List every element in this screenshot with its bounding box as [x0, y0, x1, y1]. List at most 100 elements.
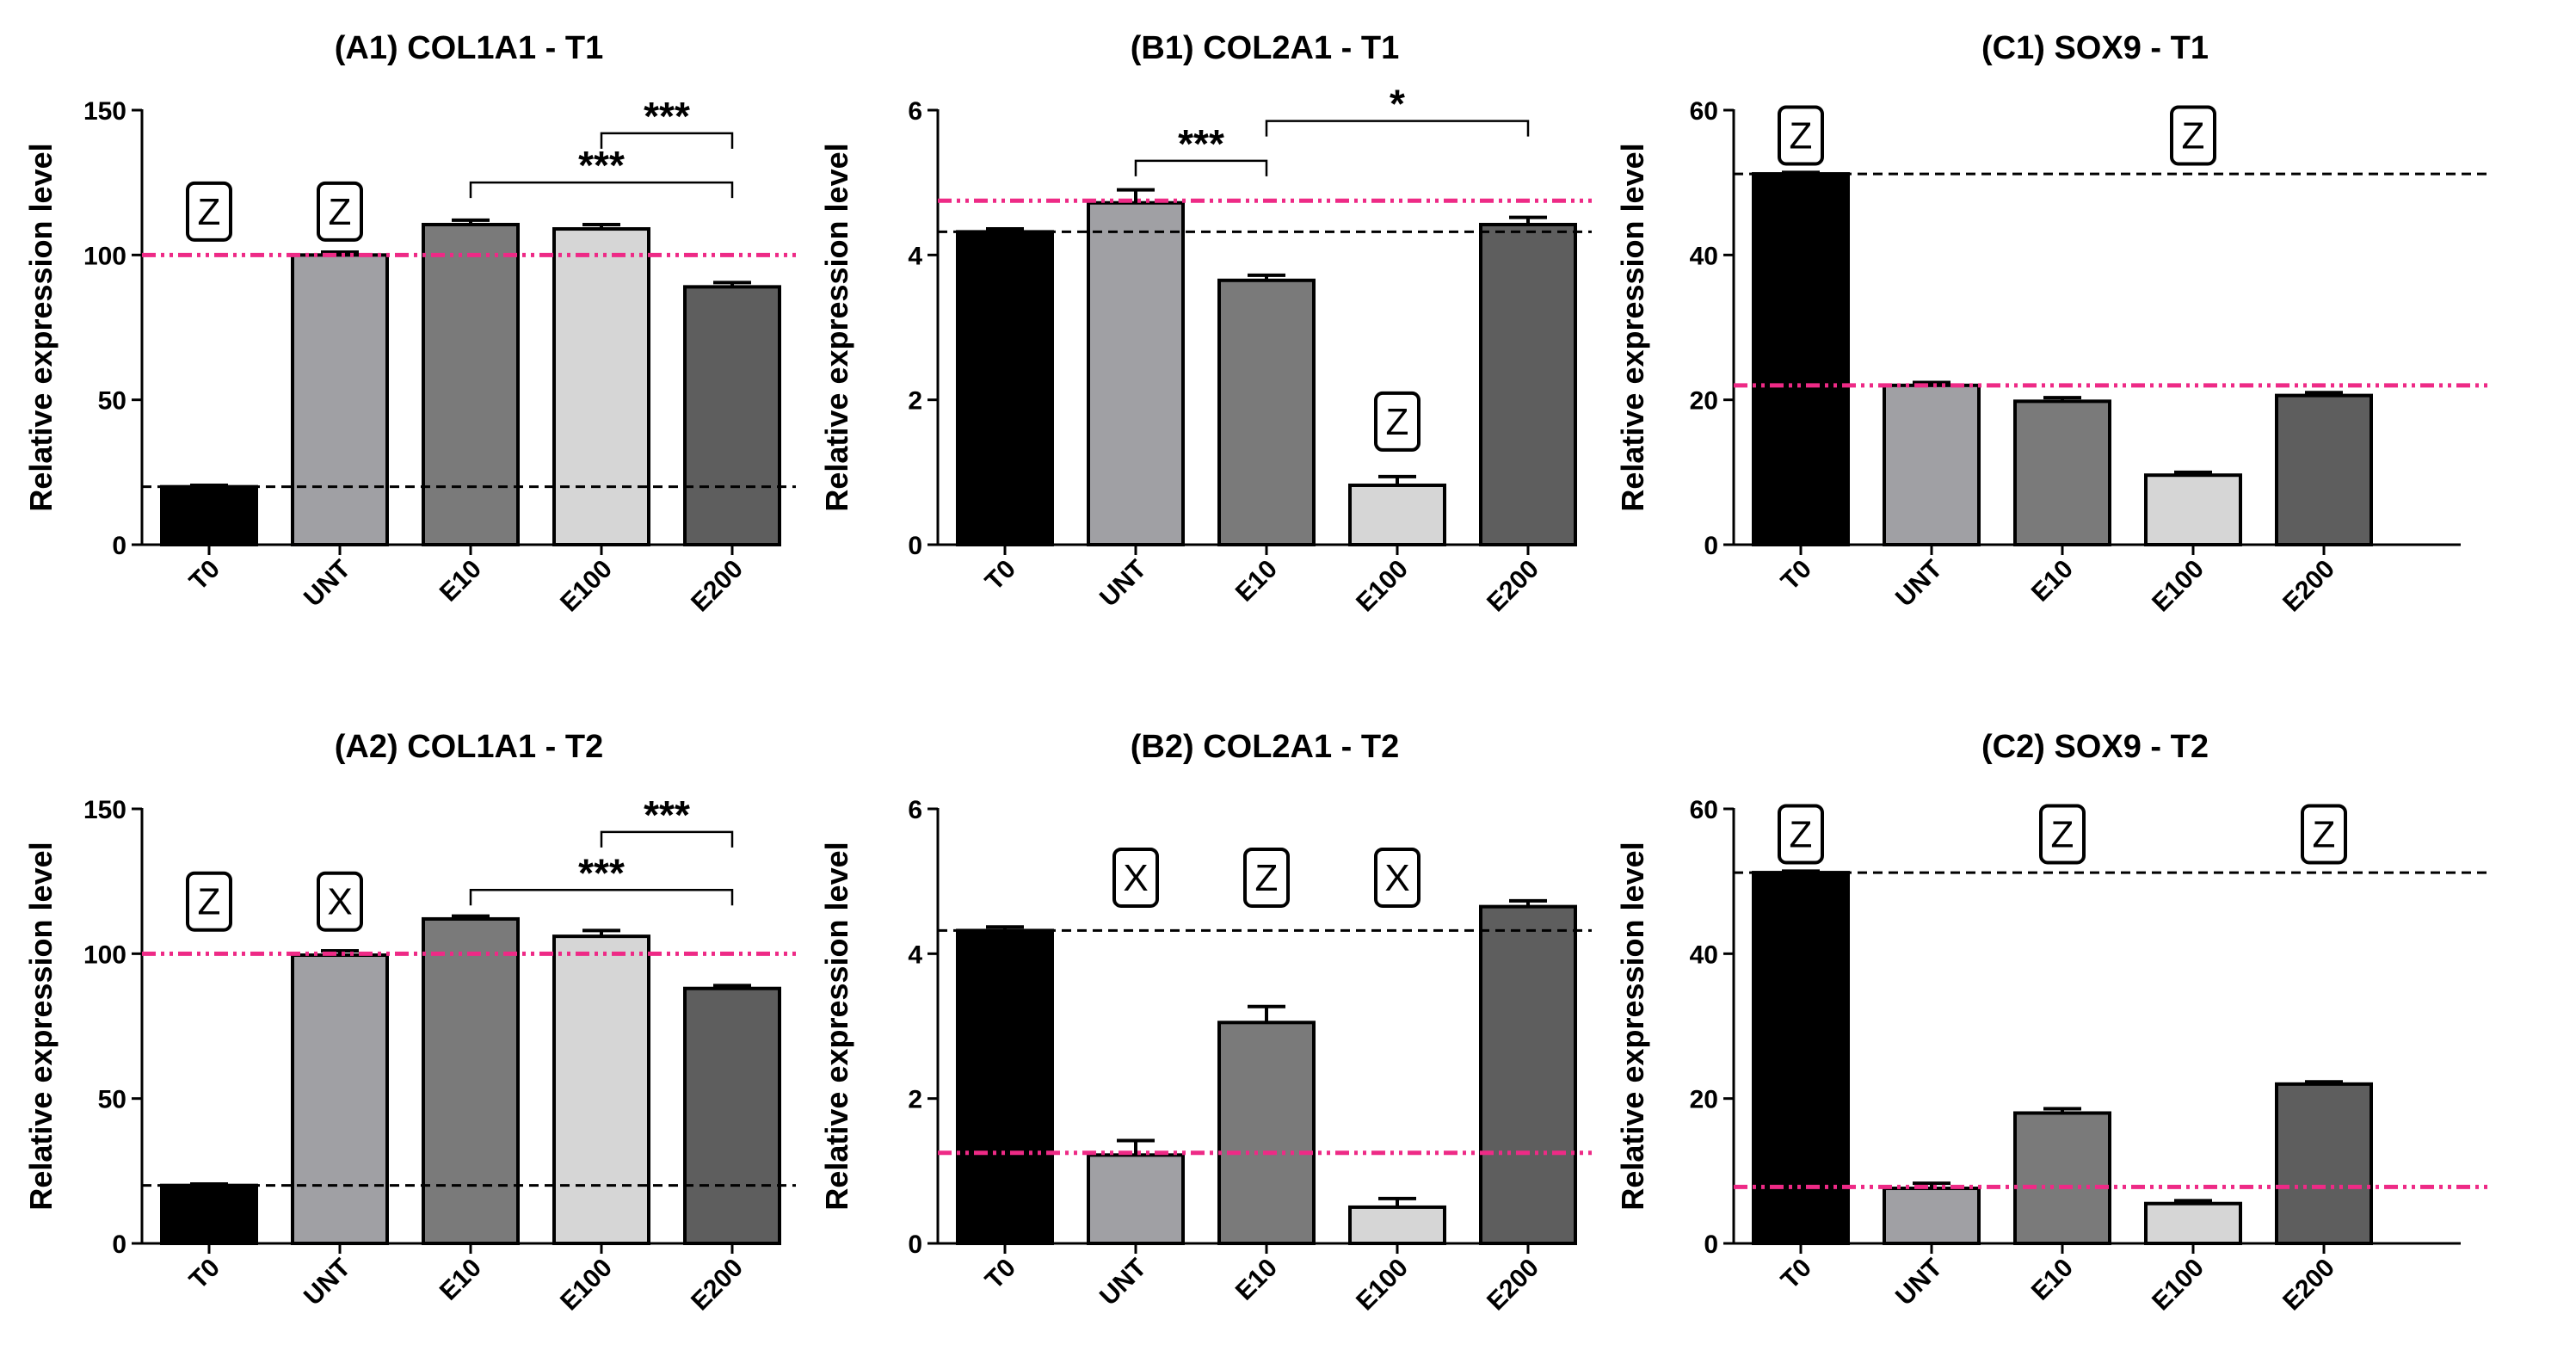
badge-label: X	[1384, 857, 1409, 899]
y-axis-label: Relative expression level	[819, 143, 854, 511]
y-tick-label: 60	[1690, 97, 1718, 126]
x-tick-label: E200	[1482, 555, 1544, 618]
significance-bracket	[600, 830, 734, 848]
x-tick-label: E200	[2277, 1254, 2340, 1317]
x-tick-label: T0	[184, 1254, 225, 1295]
y-tick-label: 100	[83, 941, 126, 969]
x-tick-label: E10	[434, 1254, 487, 1306]
significance-badge	[1778, 105, 1824, 166]
bar-e200	[683, 285, 781, 546]
x-tick-label: UNT	[299, 555, 356, 613]
y-axis-label: Relative expression level	[1615, 143, 1650, 511]
significance-badge	[1778, 804, 1824, 865]
bar-e200	[2275, 1082, 2373, 1246]
significance-label: ***	[644, 793, 690, 837]
significance-badge	[1374, 847, 1420, 908]
significance-badge	[2301, 804, 2347, 865]
bar-e100	[552, 227, 650, 546]
x-tick-label: T0	[184, 555, 225, 596]
panel-a2: (A2) COL1A1 - T2 Relative expression leve…	[23, 729, 796, 1317]
panel-c2: (C2) SOX9 - T2 Relative expression level 0…	[1615, 729, 2491, 1317]
bar-unt	[291, 953, 389, 1246]
bar-t0	[160, 484, 258, 547]
y-axis-label: Relative expression level	[819, 842, 854, 1210]
bar-t0	[956, 230, 1054, 546]
badge-label: Z	[198, 881, 221, 923]
panel-a1: (A1) COL1A1 - T1 Relative expression leve…	[23, 30, 796, 618]
y-tick-label: 150	[83, 796, 126, 824]
y-tick-label: 50	[98, 387, 126, 416]
bar-t0	[956, 928, 1054, 1246]
significance-badge	[1374, 391, 1420, 452]
badge-label: Z	[1386, 401, 1409, 443]
y-tick-label: 6	[908, 97, 922, 126]
badge-label: Z	[198, 191, 221, 233]
panel-title: (C1) SOX9 - T1	[1981, 30, 2209, 66]
y-tick-label: 0	[908, 1230, 922, 1259]
panel-b1: (B1) COL2A1 - T1 Relative expression leve…	[819, 30, 1592, 618]
y-tick-label: 20	[1690, 387, 1718, 416]
badge-label: Z	[1790, 813, 1813, 855]
badge-label: Z	[1790, 114, 1813, 157]
bar-unt	[291, 253, 389, 546]
x-tick-label: E100	[2147, 555, 2209, 618]
significance-label: ***	[644, 94, 690, 139]
panel-b2: (B2) COL2A1 - T2 Relative expression leve…	[819, 729, 1592, 1317]
x-tick-label: E200	[1482, 1254, 1544, 1317]
x-tick-label: UNT	[1890, 1254, 1948, 1311]
y-tick-label: 6	[908, 796, 922, 824]
significance-bracket	[469, 889, 734, 906]
significance-bracket	[600, 132, 734, 149]
bar-t0	[1752, 172, 1850, 546]
x-tick-label: T0	[980, 1254, 1021, 1295]
panel-title: (B1) COL2A1 - T1	[1131, 30, 1399, 66]
x-tick-label: UNT	[299, 1254, 356, 1311]
significance-label: ***	[578, 143, 625, 188]
y-axis-label: Relative expression level	[1615, 842, 1650, 1210]
bar-e10	[2013, 1111, 2111, 1245]
y-axis-label: Relative expression level	[23, 143, 59, 511]
y-tick-label: 50	[98, 1086, 126, 1114]
significance-badge	[317, 871, 363, 932]
y-tick-label: 40	[1690, 242, 1718, 270]
bar-e100	[1348, 1205, 1446, 1245]
bar-e10	[1217, 278, 1316, 546]
x-tick-label: E10	[2026, 555, 2079, 607]
x-tick-label: T0	[980, 555, 1021, 596]
x-tick-label: T0	[1776, 1254, 1817, 1295]
y-tick-label: 0	[112, 532, 126, 560]
x-tick-label: E200	[686, 555, 749, 618]
bar-e10	[422, 916, 520, 1246]
bar-t0	[160, 1183, 258, 1245]
panel-title: (A2) COL1A1 - T2	[335, 729, 603, 765]
significance-label: ***	[1178, 121, 1224, 166]
significance-badge	[317, 181, 363, 242]
bar-e10	[1217, 1021, 1316, 1245]
significance-bracket	[469, 181, 734, 199]
bar-e200	[683, 986, 781, 1245]
badge-label: Z	[1255, 857, 1279, 899]
x-tick-label: UNT	[1094, 555, 1152, 613]
badge-label: X	[327, 881, 352, 923]
significance-label: *	[1390, 82, 1405, 126]
panel-c1: (C1) SOX9 - T1 Relative expression level 0…	[1615, 30, 2491, 618]
y-tick-label: 2	[908, 387, 922, 416]
bar-e200	[1479, 904, 1577, 1245]
panel-title: (B2) COL2A1 - T2	[1131, 729, 1399, 765]
y-tick-label: 20	[1690, 1086, 1718, 1114]
bar-unt	[1087, 200, 1185, 546]
y-tick-label: 0	[1704, 532, 1718, 560]
x-tick-label: E10	[1230, 1254, 1283, 1306]
y-tick-label: 150	[83, 97, 126, 126]
y-tick-label: 4	[908, 941, 922, 969]
panel-title: (C2) SOX9 - T2	[1981, 729, 2209, 765]
x-tick-label: E100	[555, 555, 618, 618]
bar-e10	[422, 222, 520, 546]
bar-e100	[2144, 1201, 2242, 1246]
badge-label: X	[1123, 857, 1148, 899]
y-tick-label: 100	[83, 242, 126, 270]
bar-e10	[2013, 399, 2111, 546]
x-tick-label: E100	[1351, 1254, 1414, 1317]
bar-e100	[2144, 473, 2242, 547]
bar-e200	[2275, 393, 2373, 546]
